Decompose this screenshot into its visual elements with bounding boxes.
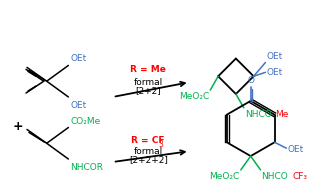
Text: OEt: OEt bbox=[266, 52, 283, 60]
Text: OEt: OEt bbox=[70, 101, 87, 110]
Text: [2+2]: [2+2] bbox=[135, 87, 161, 96]
Text: Me: Me bbox=[275, 110, 289, 119]
Text: NHCO: NHCO bbox=[245, 110, 271, 119]
Text: R = Me: R = Me bbox=[130, 65, 166, 74]
Text: MeO₂C: MeO₂C bbox=[179, 92, 209, 101]
Text: formal: formal bbox=[134, 147, 163, 156]
Text: 3: 3 bbox=[158, 140, 163, 149]
Text: CF₃: CF₃ bbox=[292, 172, 307, 181]
Text: [2+2+2]: [2+2+2] bbox=[129, 156, 168, 164]
Text: NHCOR: NHCOR bbox=[70, 163, 103, 172]
Text: OEt: OEt bbox=[266, 68, 283, 77]
Text: MeO₂C: MeO₂C bbox=[210, 172, 240, 181]
Text: +: + bbox=[13, 120, 24, 133]
Text: CO₂Me: CO₂Me bbox=[70, 117, 100, 125]
Text: NHCO: NHCO bbox=[261, 172, 288, 181]
Text: O: O bbox=[247, 76, 254, 85]
Text: R = CF: R = CF bbox=[131, 136, 165, 145]
Text: OEt: OEt bbox=[70, 54, 87, 64]
Text: formal: formal bbox=[134, 78, 163, 87]
Text: OEt: OEt bbox=[287, 145, 304, 154]
